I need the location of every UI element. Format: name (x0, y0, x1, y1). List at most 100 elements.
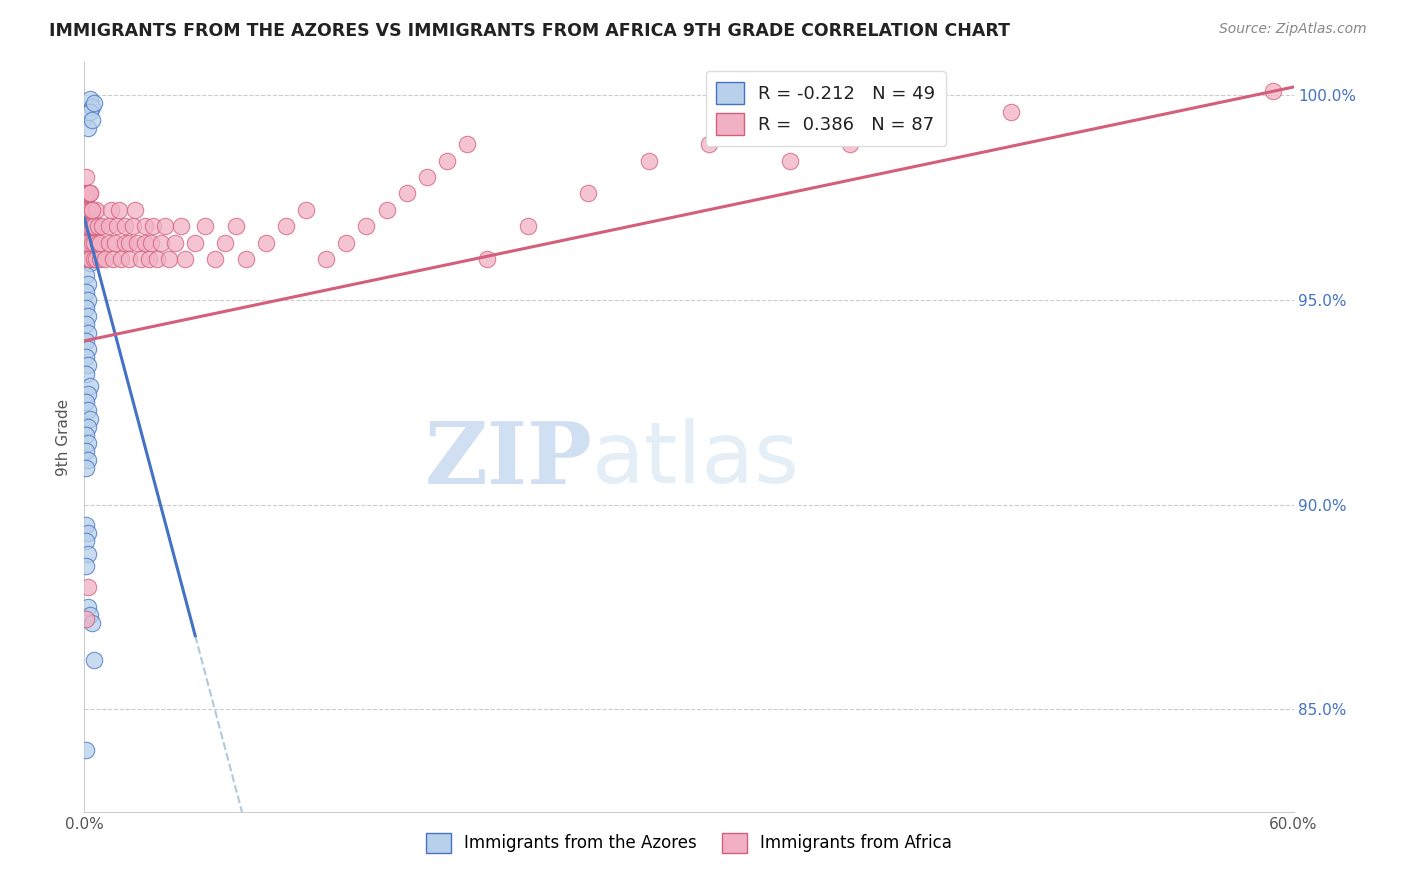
Point (100, 202, 122, 217)
Point (153, 219, 176, 234)
Point (75, 534, 97, 549)
Point (86, 202, 108, 217)
Point (477, 252, 499, 266)
Point (77, 526, 100, 541)
Point (77, 227, 100, 242)
Point (77, 186, 100, 201)
Point (149, 235, 172, 250)
Point (75, 202, 97, 217)
Point (637, 153, 659, 168)
Point (139, 235, 162, 250)
Point (107, 202, 129, 217)
Point (75, 219, 97, 234)
Point (315, 252, 337, 266)
Point (89, 235, 111, 250)
Point (75, 268, 97, 283)
Point (77, 599, 100, 614)
Point (77, 452, 100, 467)
Point (920, 120, 942, 135)
Point (82, 100, 104, 114)
Point (79, 379, 101, 393)
Point (79, 608, 101, 623)
Point (86, 252, 108, 266)
Point (114, 219, 136, 234)
Point (77, 326, 100, 340)
Point (254, 235, 277, 250)
Point (75, 219, 97, 234)
Point (75, 350, 97, 364)
Point (93, 252, 115, 266)
Point (134, 219, 156, 234)
Point (416, 170, 439, 185)
Point (75, 395, 97, 409)
Point (779, 153, 801, 168)
Point (77, 219, 100, 234)
Point (129, 252, 152, 266)
Point (77, 387, 100, 401)
Point (101, 252, 124, 266)
Point (335, 235, 357, 250)
Point (89, 252, 111, 266)
Point (87, 219, 110, 234)
Point (174, 252, 197, 266)
Point (697, 137, 720, 152)
Point (235, 252, 257, 266)
Text: atlas: atlas (592, 418, 800, 501)
Point (436, 153, 458, 168)
Point (79, 256, 101, 270)
Y-axis label: 9th Grade: 9th Grade (56, 399, 72, 475)
Point (75, 518, 97, 533)
Text: ZIP: ZIP (425, 417, 592, 501)
Point (82, 202, 104, 217)
Point (77, 248, 100, 262)
Point (295, 202, 318, 217)
Point (83, 653, 105, 667)
Point (516, 219, 538, 234)
Point (75, 428, 97, 442)
Point (75, 190, 97, 204)
Point (184, 235, 207, 250)
Point (142, 219, 165, 234)
Legend: Immigrants from the Azores, Immigrants from Africa: Immigrants from the Azores, Immigrants f… (419, 826, 959, 860)
Point (79, 186, 101, 201)
Point (77, 202, 100, 217)
Point (91, 219, 114, 234)
Point (77, 120, 100, 135)
Point (75, 612, 97, 626)
Point (83, 219, 105, 234)
Point (79, 186, 101, 201)
Point (77, 403, 100, 417)
Point (75, 301, 97, 315)
Point (1263, 84, 1285, 98)
Point (1000, 104, 1022, 119)
Text: Source: ZipAtlas.com: Source: ZipAtlas.com (1219, 22, 1367, 37)
Point (77, 310, 100, 324)
Point (170, 219, 193, 234)
Point (79, 104, 101, 119)
Point (77, 235, 100, 250)
Point (79, 202, 101, 217)
Point (576, 186, 599, 201)
Point (77, 207, 100, 221)
Point (121, 219, 143, 234)
Point (82, 616, 104, 631)
Point (75, 318, 97, 332)
Point (79, 211, 101, 225)
Point (134, 235, 156, 250)
Point (138, 252, 160, 266)
Point (395, 186, 418, 201)
Point (157, 252, 180, 266)
Point (75, 334, 97, 348)
Point (79, 252, 101, 266)
Point (77, 436, 100, 450)
Point (214, 235, 236, 250)
Text: IMMIGRANTS FROM THE AZORES VS IMMIGRANTS FROM AFRICA 9TH GRADE CORRELATION CHART: IMMIGRANTS FROM THE AZORES VS IMMIGRANTS… (49, 22, 1010, 40)
Point (82, 202, 104, 217)
Point (77, 342, 100, 356)
Point (375, 202, 398, 217)
Point (87, 235, 110, 250)
Point (114, 235, 136, 250)
Point (204, 252, 226, 266)
Point (75, 559, 97, 574)
Point (77, 547, 100, 561)
